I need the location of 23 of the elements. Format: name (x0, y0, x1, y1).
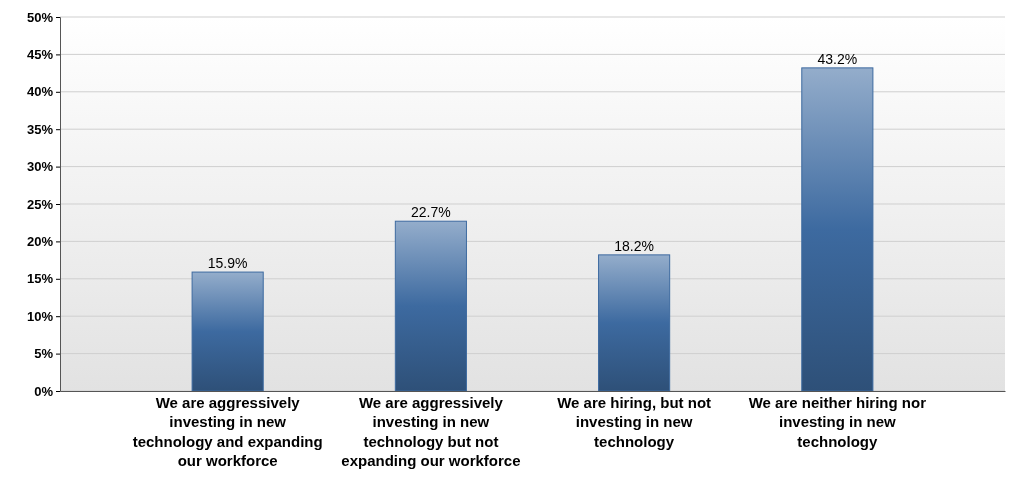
y-tick-label: 20% (26, 234, 54, 250)
data-label: 22.7% (411, 204, 451, 221)
x-tick-label: We are aggressively investing in new technology but not expanding our workforce (341, 393, 521, 469)
y-tick-label: 0% (34, 383, 54, 399)
bar (191, 271, 264, 392)
bar (801, 67, 874, 392)
y-tick-label: 15% (26, 271, 54, 287)
x-tick-label: We are hiring, but not investing in new technology (557, 393, 712, 450)
y-tick-label: 50% (26, 9, 54, 25)
x-tick-label: We are aggressively investing in new technology and expanding our workforce (132, 393, 323, 469)
data-label: 18.2% (614, 237, 654, 254)
bar (598, 254, 671, 392)
y-tick-label: 45% (26, 47, 54, 63)
y-tick-label: 40% (26, 84, 54, 100)
bar (394, 220, 467, 392)
y-tick-label: 5% (34, 346, 54, 362)
data-label: 15.9% (207, 255, 248, 272)
y-tick-label: 35% (26, 121, 54, 137)
data-label: 43.2% (817, 50, 858, 67)
x-tick-label: We are neither hiring nor investing in new technology (748, 393, 927, 450)
y-tick-label: 10% (26, 308, 54, 324)
y-tick-label: 25% (26, 196, 54, 212)
y-tick-label: 30% (26, 159, 54, 175)
